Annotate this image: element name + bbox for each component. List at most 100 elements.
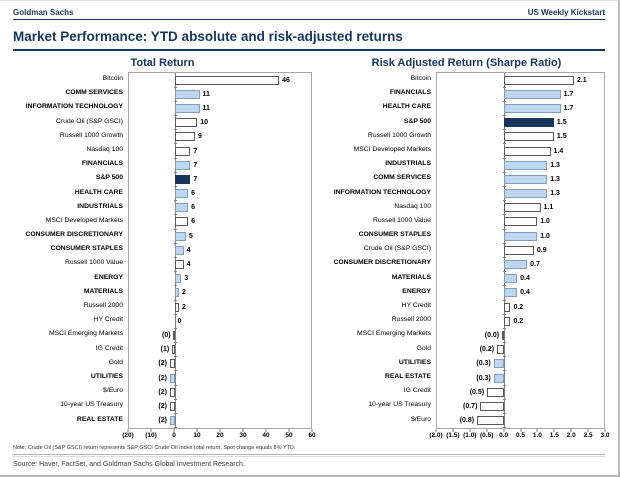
category-label: Russell 2000: [83, 302, 123, 309]
bar-row: (2): [129, 414, 311, 429]
bar: [493, 359, 504, 369]
bar-row: 1.3: [437, 172, 604, 188]
value-label: 2: [182, 289, 186, 297]
value-label: 0.4: [520, 289, 530, 297]
axis-tick-label: 0.5: [515, 431, 526, 439]
chart-title-total-return: Total Return: [130, 57, 195, 69]
value-label: (0.2): [479, 346, 495, 354]
bar-row: (0.7): [437, 399, 604, 415]
category-label: Bitcoin: [102, 75, 123, 82]
bar-row: (2): [129, 399, 311, 415]
value-label: (0.5): [469, 388, 485, 396]
axis-tick-label: 40: [262, 431, 270, 439]
bar-row: 0: [129, 314, 311, 330]
category-label: Nasdaq 100: [394, 202, 431, 210]
bar: [503, 75, 574, 85]
axis-tick-mark: [604, 428, 606, 432]
value-label: 3: [184, 275, 189, 283]
footer-divider: [13, 453, 605, 457]
bar: [174, 189, 189, 199]
bar-row: 0.2: [437, 314, 604, 330]
category-label: INFORMATION TECHNOLOGY: [333, 188, 431, 196]
bar-row: (0): [129, 328, 311, 344]
category-label: Russell 1000 Growth: [59, 131, 123, 139]
bar: [480, 401, 504, 411]
category-label: INDUSTRIALS: [77, 202, 123, 210]
category-label: Russell 1000 Growth: [367, 131, 431, 139]
value-label: 1.7: [563, 104, 574, 112]
category-label: 10-year US Treasury: [368, 401, 431, 409]
bar-row: 5: [129, 229, 311, 244]
bar: [169, 359, 175, 369]
axis-tick-mark: [570, 428, 572, 432]
category-axis: Bitcoin COMM SERVICES INFORMATION TECHNOLO…: [13, 72, 128, 441]
bar-row: 6: [129, 215, 311, 230]
category-label: $/Euro: [410, 415, 431, 423]
bar: [174, 288, 180, 298]
axis-tick-mark: [452, 428, 454, 432]
chart-title-sharpe-ratio: Risk Adjusted Return (Sharpe Ratio): [371, 57, 562, 69]
value-label: (2): [158, 388, 167, 396]
category-label: CONSUMER STAPLES: [358, 231, 431, 239]
value-label: 1.7: [563, 90, 574, 98]
bar-row: 7: [129, 158, 311, 174]
axis-tick-mark: [469, 428, 471, 432]
bar: [503, 103, 561, 113]
axis-tick-mark: [536, 428, 538, 432]
value-label: 2.1: [576, 76, 587, 84]
axis-tick-label: 20: [216, 431, 224, 439]
axis-tick-label: (20): [122, 431, 134, 439]
bar: [169, 373, 175, 383]
value-label: 9: [197, 133, 202, 141]
category-label: Gold: [108, 358, 123, 366]
bar-row: 1.1: [437, 201, 604, 216]
bar: [174, 89, 200, 99]
value-label: 4: [186, 261, 191, 269]
bar: [169, 401, 175, 411]
value-label: 1.3: [550, 175, 560, 183]
category-label: Crude Oil (S&P GSCI): [55, 117, 123, 125]
value-axis: (20) (10) 0 10 20 30 40 50 60: [122, 428, 316, 441]
bar: [501, 330, 504, 340]
value-label: 11: [202, 90, 210, 98]
bar-row: 4: [129, 243, 311, 259]
axis-tick-label: (1.0): [463, 431, 477, 439]
bar-row: (0.2): [437, 343, 604, 358]
bar: [174, 274, 182, 284]
bar: [174, 146, 191, 156]
bar-row: 10: [129, 116, 311, 131]
category-label: COMM SERVICES: [65, 89, 123, 97]
plot-area: 2.1 1.7 1.7 1.5 1.5 1.4 1.3 1.3 1.3 1.1 1.0 1.0 0.9 0…: [436, 72, 605, 429]
value-label: (0.8): [459, 417, 475, 425]
bar: [503, 217, 538, 227]
category-label: MATERIALS: [391, 273, 431, 281]
category-label: Russell 1000 Value: [64, 259, 123, 267]
bar-row: 7: [129, 144, 311, 159]
axis-tick-mark: [587, 428, 589, 432]
value-label: (2): [158, 402, 167, 410]
bar-row: 6: [129, 201, 311, 216]
value-label: (2): [158, 417, 167, 425]
category-label: IG Credit: [95, 344, 123, 352]
bar: [503, 160, 548, 170]
value-label: 1.5: [556, 119, 567, 127]
bar: [174, 160, 191, 170]
chart-sharpe-ratio: Risk Adjusted Return (Sharpe Ratio) Bitc…: [328, 57, 610, 441]
bar-row: 3: [129, 272, 311, 287]
masthead: Goldman Sachs US Weekly Kickstart: [13, 8, 605, 20]
category-label: UTILITIES: [90, 372, 123, 380]
bar: [503, 146, 551, 156]
bar-row: 0.4: [437, 272, 604, 287]
bar-row: 2: [129, 300, 311, 315]
bar-row: (0.0): [437, 328, 604, 344]
axis-tick-label: 2.0: [566, 431, 576, 439]
bar-row: 1.5: [437, 130, 604, 145]
value-label: 1.4: [553, 147, 564, 155]
bar: [174, 75, 280, 85]
bar: [503, 245, 534, 255]
plot-area: 46 11 11 10 9 7 7 7 6 6 6 5 4 4 3 2 2 0 (0) (1) (2) (2) (2) (2)…: [128, 72, 312, 429]
bar-row: (2): [129, 357, 311, 372]
value-axis: (2.0) (1.5) (1.0) (0.5) 0.0 0.5 1.0 1.5 2.0 2.5 3.…: [429, 428, 610, 441]
category-label: ENERGY: [402, 287, 431, 295]
bar: [174, 118, 198, 128]
